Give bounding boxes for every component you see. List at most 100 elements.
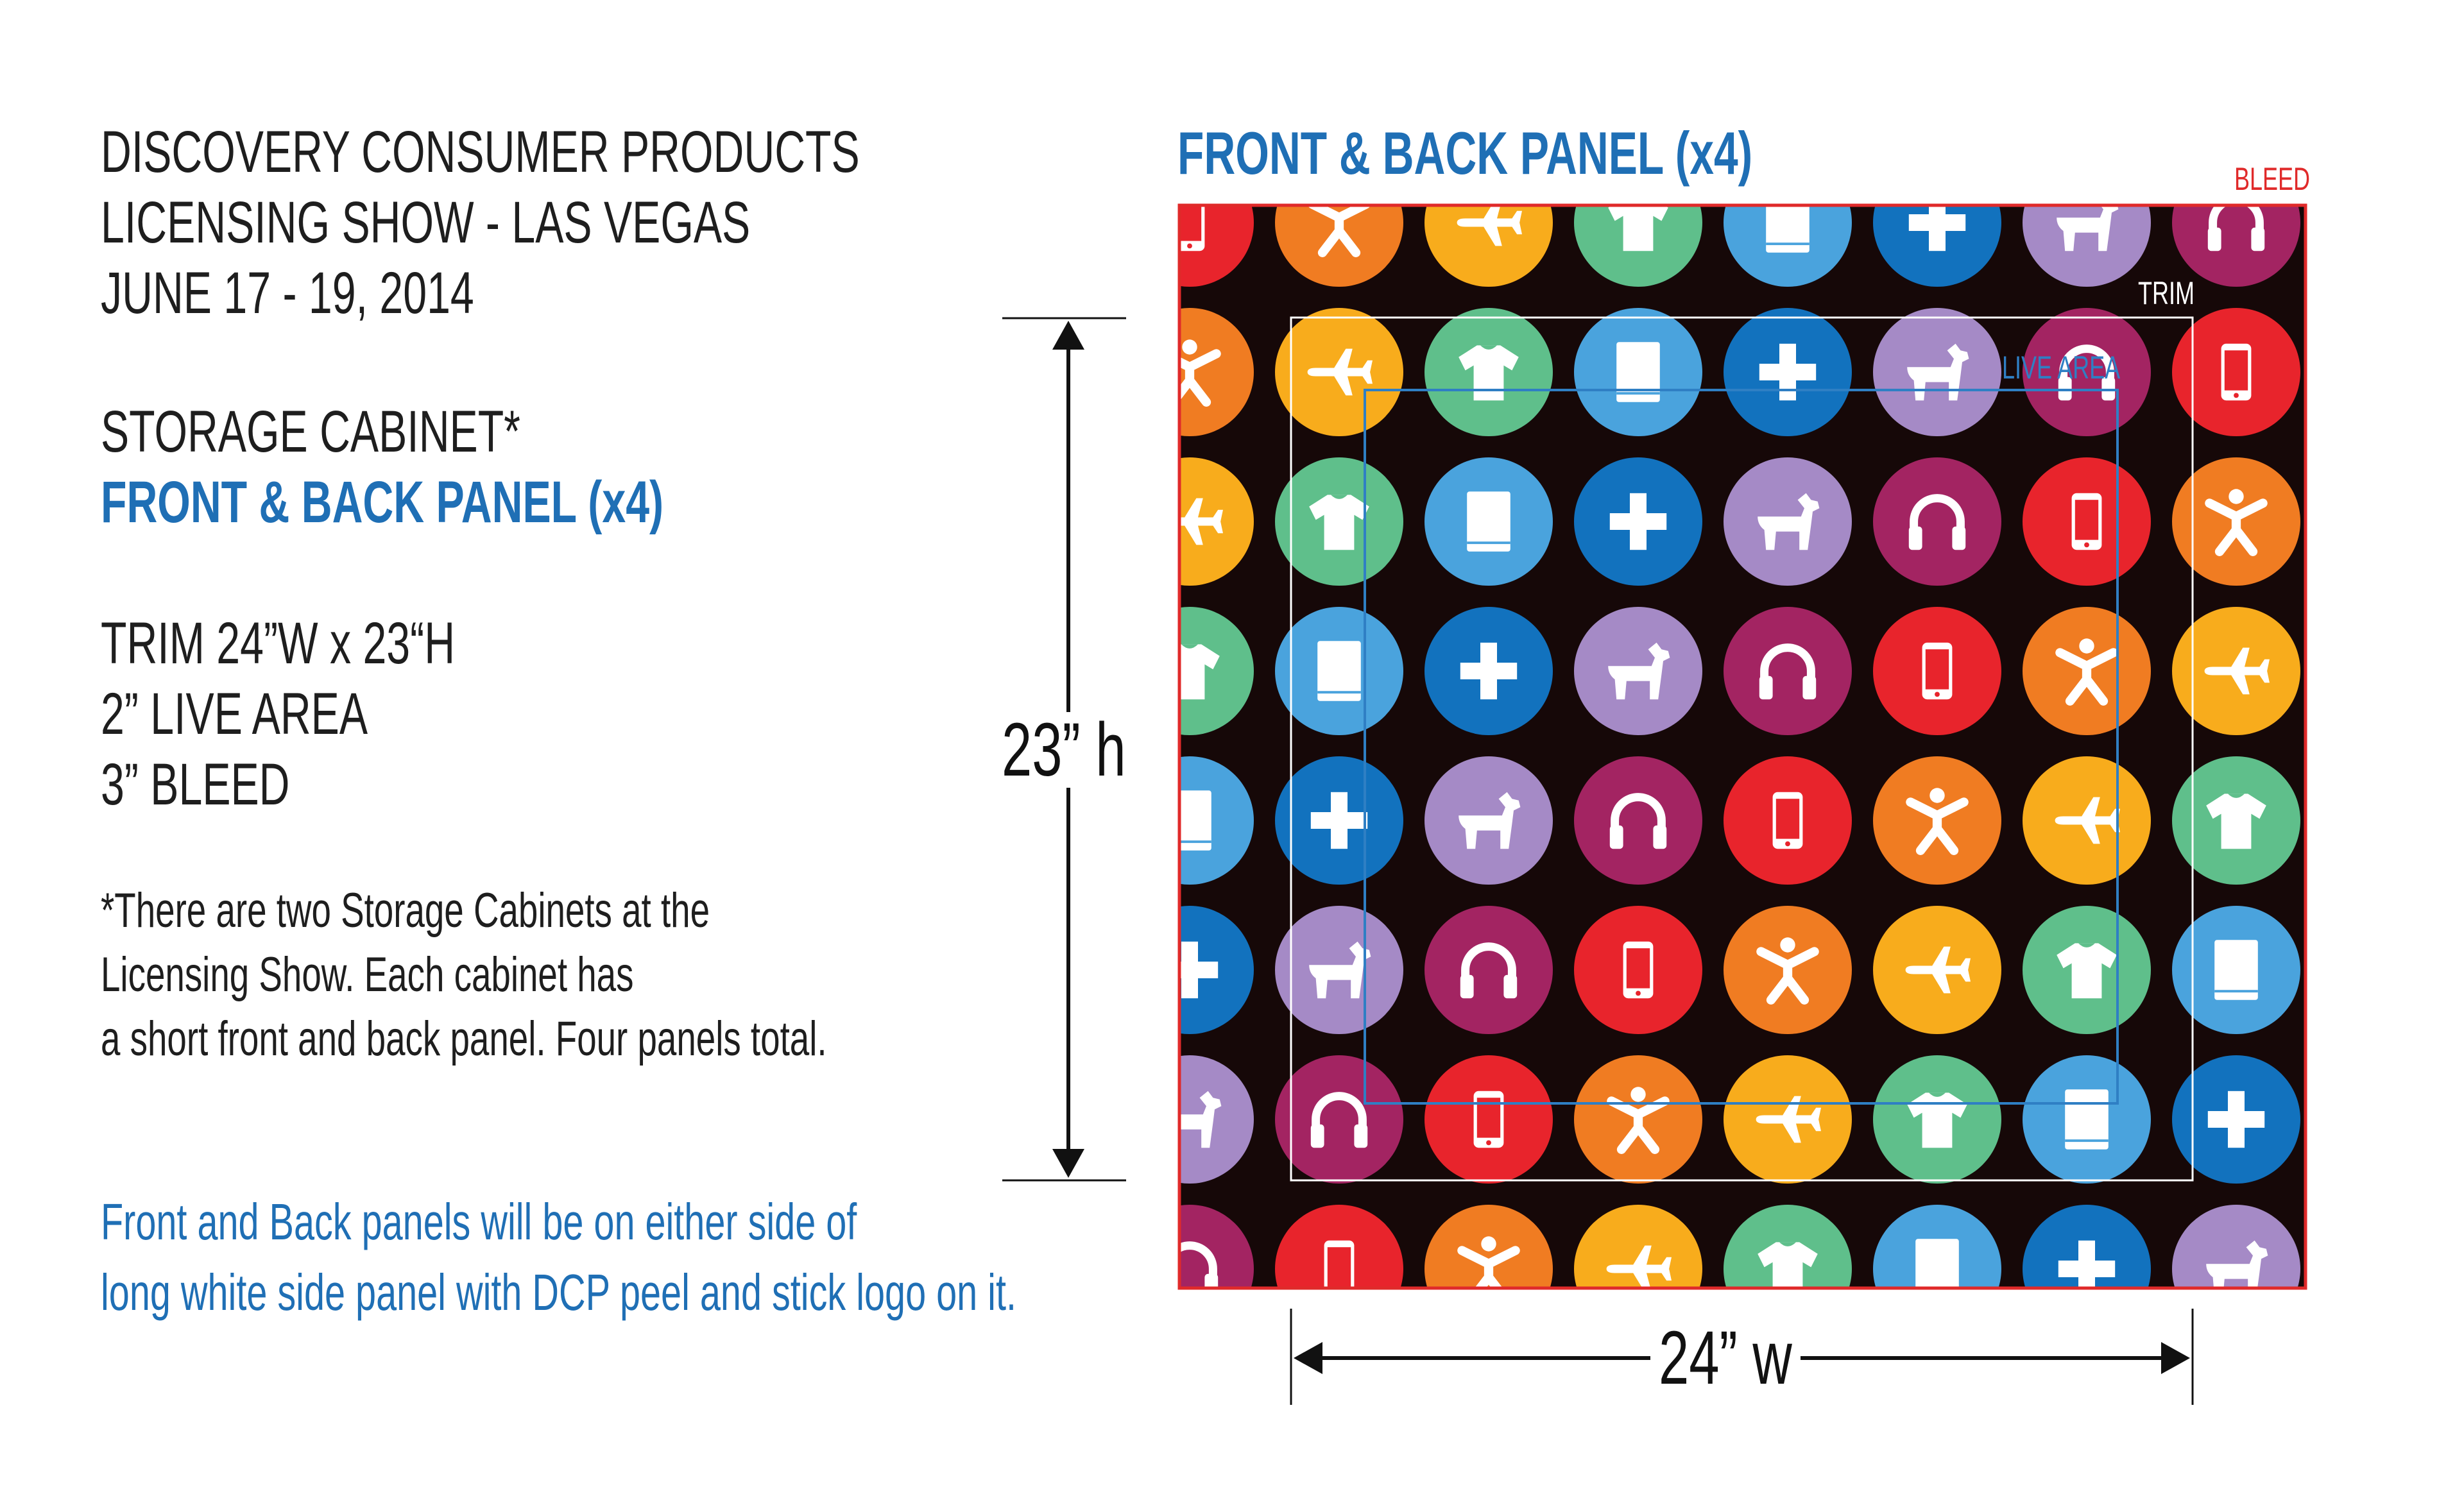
pattern-tile-person-icon <box>1179 308 1254 436</box>
pattern-tile-headphones-icon <box>1574 756 1702 885</box>
pattern-tile-shirt-icon <box>1425 308 1553 436</box>
pattern-circle <box>1179 1205 1254 1288</box>
pattern-tile-dog-icon <box>1425 756 1553 885</box>
pattern-tile-book-icon <box>1724 205 1852 287</box>
pattern-tile-person-icon <box>1873 756 2001 885</box>
pattern-tile-dog-icon <box>1275 906 1403 1034</box>
company-line: DISCOVERY CONSUMER PRODUCTS <box>101 119 860 185</box>
pattern-tile-phone-icon <box>1425 1055 1553 1184</box>
pattern-tile-airplane-icon <box>1275 308 1403 436</box>
book-icon <box>1179 790 1211 851</box>
pattern-tile-airplane-icon <box>1724 1055 1852 1184</box>
pattern-circle <box>1179 1055 1254 1184</box>
pattern-tile-airplane-icon <box>1873 906 2001 1034</box>
book-icon <box>2065 1089 2109 1150</box>
spec-trim: TRIM 24”W x 23“H <box>101 611 456 676</box>
pattern-circle <box>1179 308 1254 436</box>
pattern-tile-shirt-icon <box>1574 205 1702 287</box>
live-area-label: LIVE AREA <box>2002 350 2121 386</box>
blue-note-line-1: Front and Back panels will be on either … <box>101 1193 857 1250</box>
pattern-circle <box>1873 457 2001 586</box>
pattern-circle <box>2023 205 2151 287</box>
pattern-tile-shirt-icon <box>1275 457 1403 586</box>
pattern-circle <box>1275 1055 1403 1184</box>
pattern-circle <box>1425 205 1553 287</box>
pattern-tile-shirt-icon <box>1724 1205 1852 1288</box>
item-name: STORAGE CABINET* <box>101 399 520 464</box>
book-icon <box>1317 641 1361 701</box>
pattern-tile-dog-icon <box>1179 1055 1254 1184</box>
note-line-2: Licensing Show. Each cabinet has <box>101 947 634 1002</box>
pattern-tile-phone-icon <box>1275 1205 1403 1288</box>
pattern-tile-phone-icon <box>1179 205 1254 287</box>
pattern-tile-airplane-icon <box>2172 607 2300 735</box>
pattern-tile-airplane-icon <box>2023 756 2151 885</box>
pattern-tile-person-icon <box>1724 906 1852 1034</box>
note-line-1: *There are two Storage Cabinets at the <box>101 883 710 938</box>
book-icon <box>1467 491 1510 552</box>
pattern-circle <box>1275 205 1403 287</box>
bleed-outline <box>1177 203 2307 1290</box>
pattern-tile-book-icon <box>2023 1055 2151 1184</box>
pattern-tile-phone-icon <box>2172 308 2300 436</box>
phone-icon <box>2221 343 2252 401</box>
pattern-tile-phone-icon <box>1574 906 1702 1034</box>
pattern-tile-shirt-icon <box>1873 1055 2001 1184</box>
pattern-tile-plus-icon <box>1425 607 1553 735</box>
pattern-tile-person-icon <box>2172 457 2300 586</box>
pattern-tile-dog-icon <box>2023 205 2151 287</box>
pattern-tile-dog-icon <box>1724 457 1852 586</box>
trim-outline <box>1290 316 2194 1182</box>
pattern-tile-book-icon <box>1425 457 1553 586</box>
pattern-tile-airplane-icon <box>1179 457 1254 586</box>
pattern-circle <box>2172 1205 2300 1288</box>
pattern-tile-plus-icon <box>2172 1055 2300 1184</box>
panel-name: FRONT & BACK PANEL (x4) <box>101 470 664 535</box>
pattern-tile-shirt-icon <box>2172 756 2300 885</box>
spec-live-area: 2” LIVE AREA <box>101 681 368 747</box>
pattern-tile-book-icon <box>1873 1205 2001 1288</box>
pattern-tile-person-icon <box>1275 205 1403 287</box>
pattern-circle <box>1179 756 1254 885</box>
pattern-tile-headphones-icon <box>1724 607 1852 735</box>
pattern-tile-book-icon <box>2172 906 2300 1034</box>
pattern-tile-headphones-icon <box>1275 1055 1403 1184</box>
pattern-tile-plus-icon <box>1275 756 1403 885</box>
pattern-tile-book-icon <box>1179 756 1254 885</box>
pattern-tile-headphones-icon <box>2172 205 2300 287</box>
pattern-circle <box>1425 906 1553 1034</box>
blue-note-line-2: long white side panel with DCP peel and … <box>101 1264 1016 1321</box>
pattern-tile-shirt-icon <box>1179 607 1254 735</box>
book-icon <box>1616 342 1660 402</box>
date-line: JUNE 17 - 19, 2014 <box>101 260 474 326</box>
height-arrow-top <box>1052 321 1084 350</box>
pattern-tile-plus-icon <box>1724 308 1852 436</box>
width-label: 24” w <box>1650 1320 1801 1396</box>
pattern-tile-airplane-icon <box>1425 205 1553 287</box>
pattern-circle <box>1574 1205 1702 1288</box>
pattern-tile-plus-icon <box>1179 906 1254 1034</box>
pattern-tile-dog-icon <box>1574 607 1702 735</box>
pattern-circle <box>1179 607 1254 735</box>
book-icon <box>1766 205 1810 253</box>
phone-icon <box>1623 941 1654 999</box>
width-arrow-left <box>1294 1342 1322 1374</box>
diagram-title: FRONT & BACK PANEL (x4) <box>1177 119 1753 187</box>
pattern-circle <box>2172 205 2300 287</box>
pattern-tile-person-icon <box>1425 1205 1553 1288</box>
pattern-tile-book-icon <box>1574 308 1702 436</box>
phone-icon <box>1473 1091 1504 1148</box>
phone-icon <box>1922 642 1953 700</box>
pattern-tile-phone-icon <box>2023 457 2151 586</box>
pattern-tile-phone-icon <box>1724 756 1852 885</box>
pattern-tile-phone-icon <box>1873 607 2001 735</box>
pattern-circle <box>1724 607 1852 735</box>
bleed-label: BLEED <box>2234 161 2311 197</box>
book-icon <box>1915 1239 1959 1288</box>
pattern-tile-person-icon <box>2023 607 2151 735</box>
width-arrow-right <box>2161 1342 2190 1374</box>
pattern-tile-dog-icon <box>2172 1205 2300 1288</box>
pattern-tile-person-icon <box>1574 1055 1702 1184</box>
pattern-tile-book-icon <box>1275 607 1403 735</box>
